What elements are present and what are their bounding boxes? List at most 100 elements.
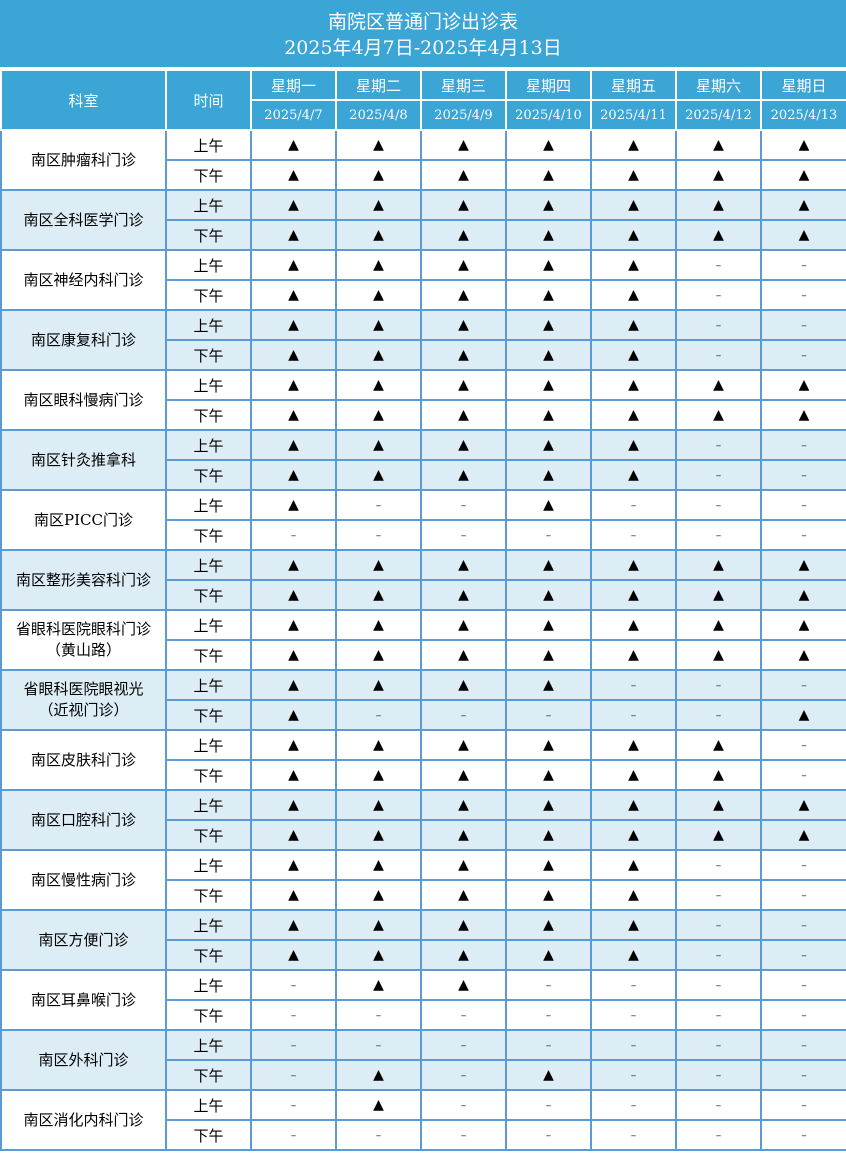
closed-dash: – [760, 489, 846, 521]
open-triangle-icon: ▲ [760, 129, 846, 161]
open-triangle-icon: ▲ [590, 609, 677, 641]
header-time: 时间 [165, 69, 252, 131]
dept-name: 南区康复科门诊 [0, 309, 167, 371]
closed-dash: – [760, 1059, 846, 1091]
dept-name-line: 南区眼科慢病门诊 [23, 390, 144, 409]
open-triangle-icon: ▲ [675, 369, 762, 401]
open-triangle-icon: ▲ [335, 249, 422, 281]
open-triangle-icon: ▲ [505, 639, 592, 671]
time-slot: 下午 [165, 1119, 252, 1151]
closed-dash: – [505, 699, 592, 731]
title-banner: 南院区普通门诊出诊表 2025年4月7日-2025年4月13日 [0, 0, 846, 69]
closed-dash: – [590, 1059, 677, 1091]
table-row: 南区眼科慢病门诊 上午 ▲ ▲ ▲ ▲ ▲ ▲ ▲ [0, 369, 846, 431]
open-triangle-icon: ▲ [760, 399, 846, 431]
header-date: 2025/4/9 [420, 99, 507, 131]
dept-name-line: 南区肿瘤科门诊 [30, 150, 136, 169]
closed-dash: – [760, 999, 846, 1031]
table-row: 下午 ▲ ▲ ▲ ▲ ▲ ▲ ▲ [1, 159, 846, 191]
time-slot: 下午 [165, 339, 252, 371]
table-row: 下午 – – – – – – – [1, 1119, 846, 1151]
open-triangle-icon: ▲ [590, 399, 677, 431]
dept-name: 南区皮肤科门诊 [0, 729, 167, 791]
open-triangle-icon: ▲ [505, 849, 592, 881]
dept-name: 南区耳鼻喉门诊 [0, 969, 167, 1031]
time-slot: 上午 [165, 489, 252, 521]
open-triangle-icon: ▲ [590, 129, 677, 161]
closed-dash: – [590, 489, 677, 521]
time-slot: 上午 [165, 1029, 252, 1061]
table-row: 南区整形美容科门诊 上午 ▲ ▲ ▲ ▲ ▲ ▲ ▲ [0, 549, 846, 611]
open-triangle-icon: ▲ [590, 879, 677, 911]
open-triangle-icon: ▲ [420, 129, 507, 161]
dept-name: 南区外科门诊 [0, 1029, 167, 1091]
open-triangle-icon: ▲ [335, 399, 422, 431]
closed-dash: – [760, 309, 846, 341]
open-triangle-icon: ▲ [335, 759, 422, 791]
open-triangle-icon: ▲ [505, 279, 592, 311]
open-triangle-icon: ▲ [250, 339, 337, 371]
dept-name: 南区针灸推拿科 [0, 429, 167, 491]
table-row: 南区针灸推拿科 上午 ▲ ▲ ▲ ▲ ▲ – – [0, 429, 846, 491]
open-triangle-icon: ▲ [760, 189, 846, 221]
open-triangle-icon: ▲ [335, 159, 422, 191]
closed-dash: – [505, 969, 592, 1001]
time-slot: 下午 [165, 279, 252, 311]
open-triangle-icon: ▲ [505, 369, 592, 401]
closed-dash: – [420, 999, 507, 1031]
open-triangle-icon: ▲ [335, 729, 422, 761]
open-triangle-icon: ▲ [250, 789, 337, 821]
table-row: 南区方便门诊 上午 ▲ ▲ ▲ ▲ ▲ – – [0, 909, 846, 971]
open-triangle-icon: ▲ [335, 969, 422, 1001]
open-triangle-icon: ▲ [335, 1089, 422, 1121]
table-row: 南区神经内科门诊 上午 ▲ ▲ ▲ ▲ ▲ – – [0, 249, 846, 311]
open-triangle-icon: ▲ [675, 399, 762, 431]
open-triangle-icon: ▲ [505, 129, 592, 161]
table-row: 南区康复科门诊 上午 ▲ ▲ ▲ ▲ ▲ – – [0, 309, 846, 371]
open-triangle-icon: ▲ [250, 189, 337, 221]
open-triangle-icon: ▲ [675, 759, 762, 791]
time-slot: 上午 [165, 609, 252, 641]
open-triangle-icon: ▲ [590, 429, 677, 461]
open-triangle-icon: ▲ [675, 129, 762, 161]
dept-name-line: 南区消化内科门诊 [23, 1110, 144, 1129]
closed-dash: – [675, 249, 762, 281]
open-triangle-icon: ▲ [420, 849, 507, 881]
table-row: 南区全科医学门诊 上午 ▲ ▲ ▲ ▲ ▲ ▲ ▲ [0, 189, 846, 251]
closed-dash: – [335, 699, 422, 731]
table-row: 南区耳鼻喉门诊 上午 – ▲ ▲ – – – – [0, 969, 846, 1031]
open-triangle-icon: ▲ [590, 939, 677, 971]
open-triangle-icon: ▲ [505, 429, 592, 461]
closed-dash: – [590, 1029, 677, 1061]
table-row: 南区慢性病门诊 上午 ▲ ▲ ▲ ▲ ▲ – – [0, 849, 846, 911]
open-triangle-icon: ▲ [250, 729, 337, 761]
table-row: 南区肿瘤科门诊 上午 ▲ ▲ ▲ ▲ ▲ ▲ ▲ [0, 129, 846, 191]
open-triangle-icon: ▲ [335, 879, 422, 911]
open-triangle-icon: ▲ [250, 909, 337, 941]
closed-dash: – [590, 1089, 677, 1121]
open-triangle-icon: ▲ [420, 189, 507, 221]
closed-dash: – [675, 309, 762, 341]
open-triangle-icon: ▲ [505, 459, 592, 491]
open-triangle-icon: ▲ [505, 339, 592, 371]
open-triangle-icon: ▲ [250, 579, 337, 611]
table-row: 南区皮肤科门诊 上午 ▲ ▲ ▲ ▲ ▲ ▲ – [0, 729, 846, 791]
closed-dash: – [250, 999, 337, 1031]
open-triangle-icon: ▲ [250, 759, 337, 791]
open-triangle-icon: ▲ [505, 189, 592, 221]
time-slot: 下午 [165, 759, 252, 791]
closed-dash: – [675, 849, 762, 881]
open-triangle-icon: ▲ [335, 219, 422, 251]
open-triangle-icon: ▲ [250, 609, 337, 641]
open-triangle-icon: ▲ [505, 729, 592, 761]
header-date: 2025/4/13 [760, 99, 846, 131]
closed-dash: – [675, 1029, 762, 1061]
open-triangle-icon: ▲ [335, 129, 422, 161]
open-triangle-icon: ▲ [250, 819, 337, 851]
header-date: 2025/4/12 [675, 99, 762, 131]
closed-dash: – [760, 669, 846, 701]
open-triangle-icon: ▲ [250, 849, 337, 881]
closed-dash: – [675, 699, 762, 731]
open-triangle-icon: ▲ [505, 789, 592, 821]
open-triangle-icon: ▲ [420, 309, 507, 341]
